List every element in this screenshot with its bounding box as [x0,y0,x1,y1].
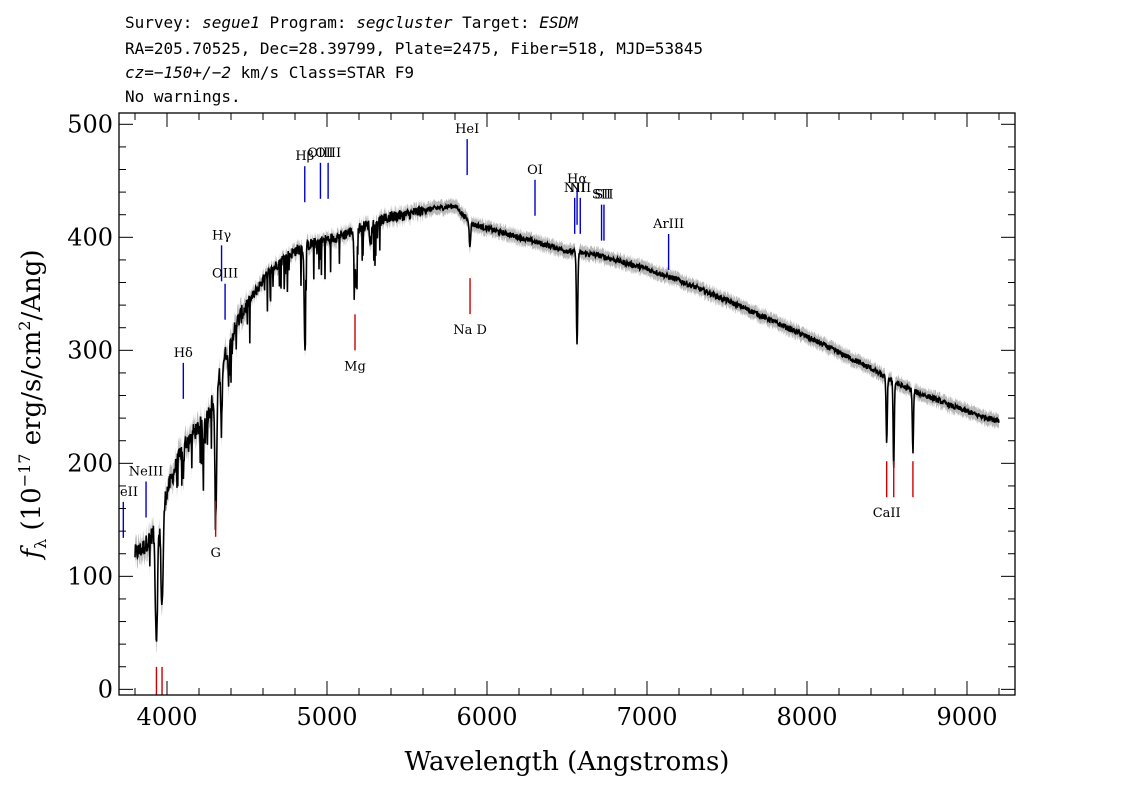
emission-line-label: OIII [212,267,238,282]
x-tick-label: 4000 [136,703,197,731]
header-segment: cz=−150+/−2 [125,63,231,82]
x-tick-label: 8000 [776,703,837,731]
emission-line-label: Hβ [295,149,314,164]
emission-line-label: NII [569,181,591,196]
x-tick-label: 7000 [616,703,677,731]
y-axis-title-area-exponent: 2 [15,321,34,331]
header-segment: Survey: [125,13,202,32]
header-line-4: No warnings. [125,87,241,106]
x-tick-label: 9000 [936,703,997,731]
absorption-line-label: Na D [453,323,487,338]
emission-line-label: NeIII [129,465,163,480]
y-tick-labels: 0 100 200 300 400 500 [67,110,113,703]
emission-line-label: NII [564,181,586,196]
x-axis-title: Wavelength (Angstroms) [405,747,730,777]
x-tick-label: 6000 [456,703,517,731]
header-segment: segcluster [356,13,453,32]
x-tick-label: 5000 [296,703,357,731]
emission-line-label: Hδ [174,346,193,361]
y-axis-title-open: (10 [17,487,47,539]
y-axis-title-units: erg/s/cm [17,331,47,454]
y-axis-title-close: /Ang) [17,249,47,320]
plot-frame [118,112,1016,696]
header-segment: Target: [453,13,540,32]
y-axis-title-exponent: −17 [15,454,34,488]
chart-header: Survey: segue1 Program: segcluster Targe… [125,13,703,106]
plot-area: HeIINeIIIHδHγOIIIHβOIIIOIIIHeIOINIIHαNII… [109,122,1000,695]
x-tick-labels: 4000 5000 6000 7000 8000 9000 [136,703,997,731]
y-tick-label: 200 [67,449,113,477]
absorption-line-label: Mg [344,359,366,374]
y-tick-label: 0 [98,675,113,703]
emission-line-label: SII [594,188,613,203]
axis-ticks [119,113,1015,695]
emission-line-label: HeI [455,122,479,137]
emission-line-label: HeII [109,485,138,500]
emission-line-label: OIII [315,146,341,161]
header-segment: Program: [260,13,356,32]
header-line-1: Survey: segue1 Program: segcluster Targe… [125,13,579,32]
spectrum-line [134,202,1000,642]
absorption-line-label: G [210,546,220,561]
header-segment: segue1 [202,13,260,32]
y-axis-title-subscript: λ [31,539,50,549]
y-axis-title: fλ (10−17 erg/s/cm2/Ang) [15,249,50,560]
header-line-3: cz=−150+/−2 km/s Class=STAR F9 [125,63,414,82]
emission-line-label: ArIII [652,217,684,232]
emission-line-label: SII [592,188,611,203]
header-line-2: RA=205.70525, Dec=28.39799, Plate=2475, … [125,39,703,58]
y-tick-label: 400 [67,223,113,251]
y-tick-label: 300 [67,336,113,364]
emission-line-label: OIII [307,146,333,161]
header-segment: km/s Class=STAR F9 [231,63,414,82]
absorption-line-label: CaII [873,506,901,521]
emission-line-label: OI [527,163,543,178]
y-tick-label: 100 [67,562,113,590]
y-tick-label: 500 [67,110,113,138]
emission-line-label: Hγ [212,228,231,243]
error-band [135,196,999,653]
emission-line-label: Hα [567,172,587,187]
header-segment: ESDM [539,13,579,32]
